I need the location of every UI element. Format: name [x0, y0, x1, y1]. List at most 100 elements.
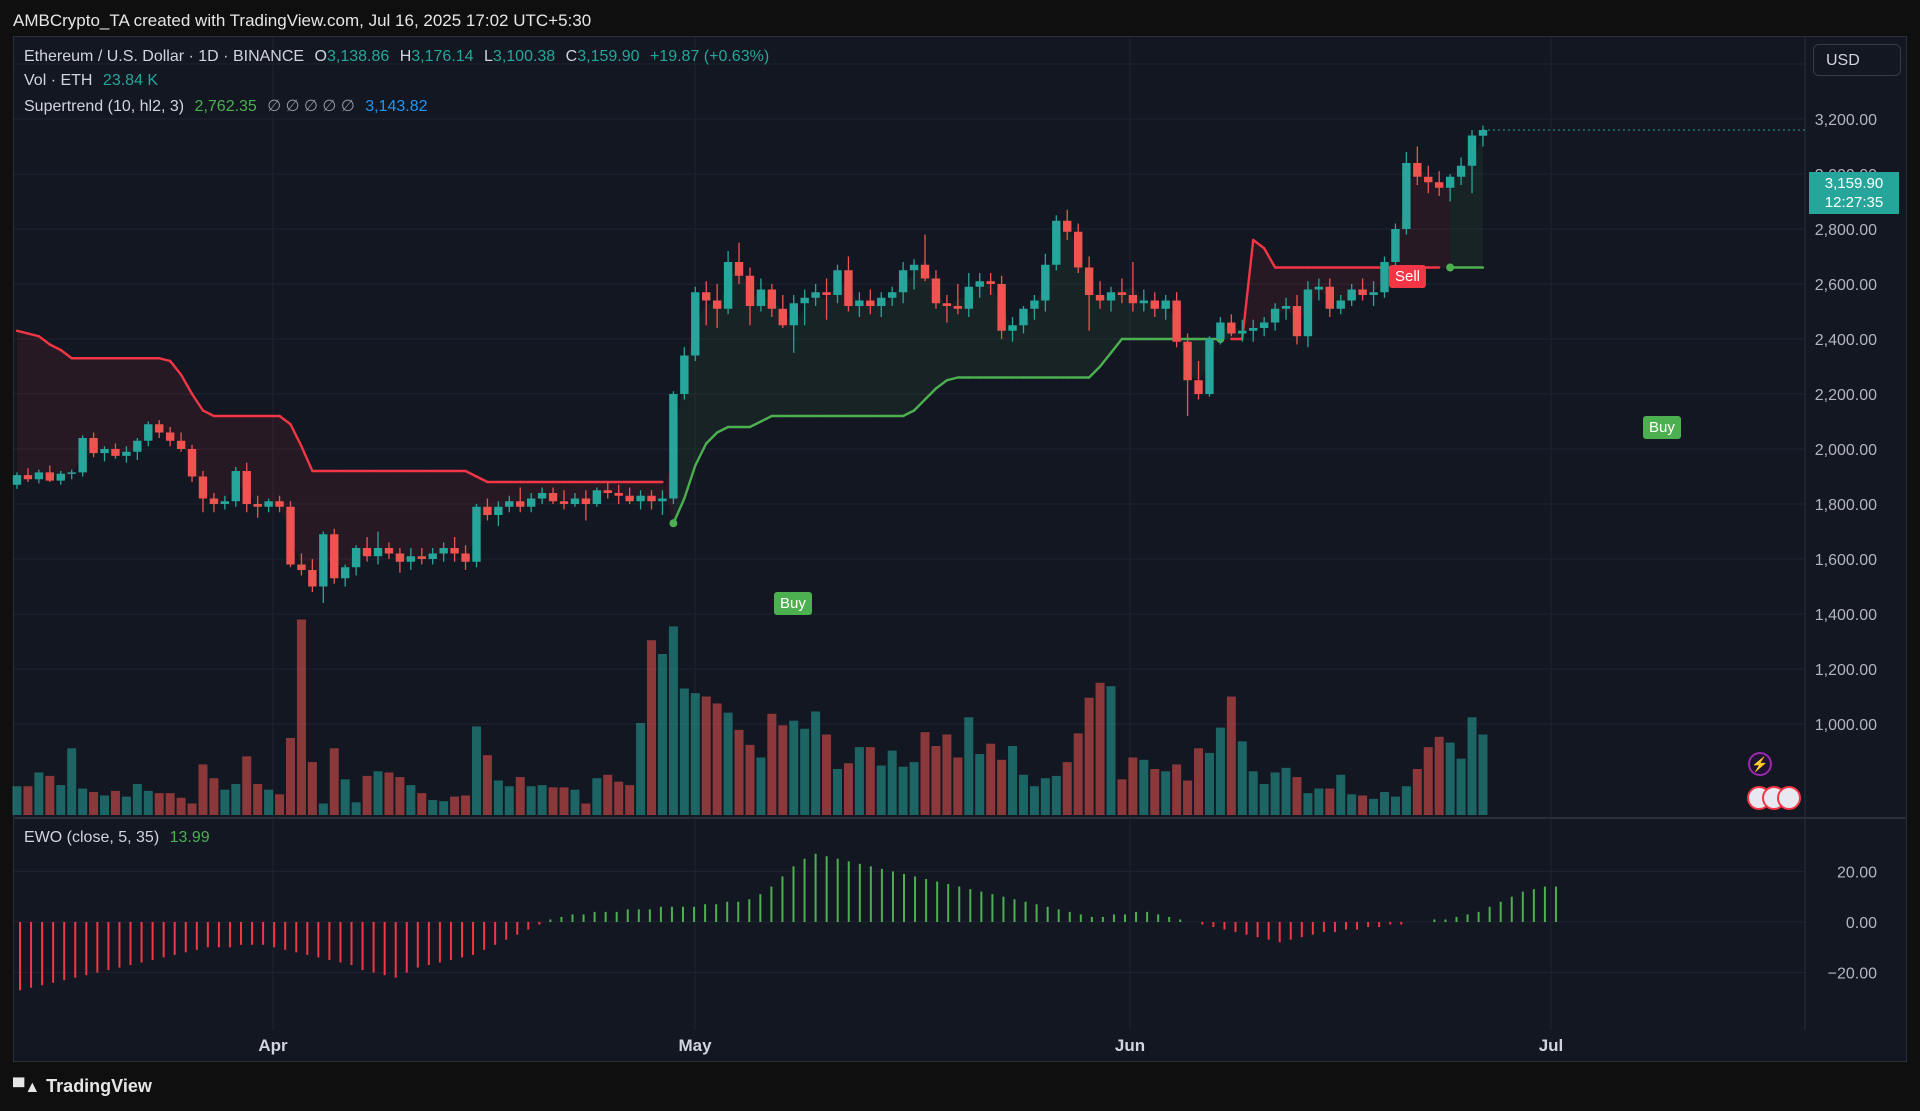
supertrend-fill: [82, 358, 94, 456]
volume-bar: [154, 793, 164, 815]
currency-button[interactable]: USD: [1813, 44, 1901, 76]
price-tick-label: 1,800.00: [1815, 497, 1877, 514]
volume-bar: [1040, 778, 1050, 815]
volume-bar: [395, 777, 405, 815]
volume-bar: [450, 796, 460, 815]
supertrend-fill: [268, 416, 280, 506]
volume-bar: [920, 732, 930, 815]
volume-bar: [318, 803, 328, 815]
candle-body: [483, 506, 492, 515]
candle-body: [1336, 300, 1345, 309]
supertrend-fill: [618, 482, 630, 496]
supertrend-fill: [148, 358, 160, 434]
supertrend-fill: [509, 482, 521, 504]
supertrend-fill: [1100, 295, 1111, 367]
candle-body: [537, 493, 547, 499]
volume-bar: [1467, 717, 1477, 815]
candle-body: [1139, 300, 1149, 304]
volume-bar: [701, 696, 711, 815]
supertrend-fill: [870, 301, 882, 416]
candle-body: [461, 553, 470, 562]
volume-bar: [1139, 759, 1149, 815]
candle-body: [253, 504, 262, 507]
candle-body: [909, 264, 919, 271]
supertrend-fill: [38, 336, 50, 477]
volume-bar: [789, 720, 799, 815]
candle-body: [1358, 289, 1367, 295]
volume-bar: [12, 786, 22, 815]
supertrend-fill: [443, 471, 455, 553]
candle-body: [133, 440, 142, 452]
volume-bar: [975, 754, 985, 815]
supertrend-up-line: [672, 497, 686, 525]
volume-bar: [811, 711, 821, 815]
supertrend-up-line: [715, 425, 730, 434]
time-tick-label: Jun: [1115, 1036, 1145, 1055]
volume-bar: [132, 783, 142, 815]
supertrend-fill: [410, 471, 422, 559]
volume-bar: [679, 688, 689, 815]
high-value: 3,176.14: [411, 48, 474, 65]
supertrend-down-line: [1262, 247, 1277, 269]
supertrend-fill: [487, 482, 499, 514]
supertrend-fill: [749, 295, 761, 427]
supertrend-fill: [793, 307, 805, 416]
volume-bar: [1051, 775, 1061, 815]
candle-body: [548, 493, 558, 502]
volume-bar: [833, 769, 842, 815]
volume-bar: [1150, 769, 1160, 815]
candle-body: [1413, 163, 1422, 177]
candle-body: [581, 498, 591, 504]
supertrend-down-line: [158, 357, 172, 363]
supertrend-fill: [1362, 267, 1374, 294]
volume-bar: [1095, 682, 1105, 815]
volume-bar: [1237, 741, 1247, 815]
candle-body: [625, 495, 634, 502]
supertrend-down-line: [475, 475, 489, 484]
volume-bar: [822, 734, 832, 815]
candle-body: [680, 355, 689, 394]
candle-body: [362, 548, 372, 557]
time-tick-label: Apr: [258, 1036, 288, 1055]
volume-bar: [362, 775, 372, 815]
candle-body: [636, 495, 645, 502]
volume-bar: [1073, 733, 1083, 815]
volume-bar: [504, 786, 514, 815]
supertrend-up-line: [705, 431, 719, 445]
candle-body: [1095, 295, 1105, 301]
us-flag-icon[interactable]: [1777, 786, 1801, 810]
volume-bar: [23, 786, 33, 815]
attribution-text: AMBCrypto_TA created with TradingView.co…: [13, 11, 592, 30]
lightning-icon[interactable]: ⚡: [1748, 752, 1772, 776]
volume-bar: [286, 737, 295, 815]
volume-bar: [526, 786, 536, 815]
candle-body: [1281, 306, 1291, 309]
candle-body: [997, 284, 1006, 331]
volume-bar: [1336, 774, 1346, 815]
supertrend-fill: [848, 284, 860, 416]
candle-body: [898, 270, 908, 293]
candle-body: [986, 281, 995, 284]
candle-body: [275, 501, 284, 507]
tradingview-logo[interactable]: ▀▲ TradingView: [13, 1076, 152, 1097]
volume-bar: [417, 793, 427, 815]
volume-bar: [931, 746, 941, 815]
volume-bar: [1303, 793, 1313, 815]
buy-signal-label: Buy: [1643, 416, 1681, 439]
candle-body: [1183, 341, 1192, 381]
supertrend-up-line: [759, 414, 774, 423]
supertrend-fill: [1012, 319, 1024, 378]
candle-body: [89, 438, 98, 454]
candle-body: [953, 306, 963, 309]
supertrend-fill: [1253, 240, 1265, 331]
supertrend-down-value: 3,143.82: [365, 98, 428, 115]
low-value: 3,100.38: [492, 48, 556, 65]
supertrend-fill: [93, 358, 105, 454]
supertrend-fill: [1275, 267, 1287, 317]
supertrend-up-line: [694, 442, 708, 467]
candle-body: [767, 289, 777, 309]
ewo-tick-label: 20.00: [1837, 864, 1877, 881]
volume-bar: [1259, 783, 1269, 815]
candle-body: [745, 275, 755, 306]
